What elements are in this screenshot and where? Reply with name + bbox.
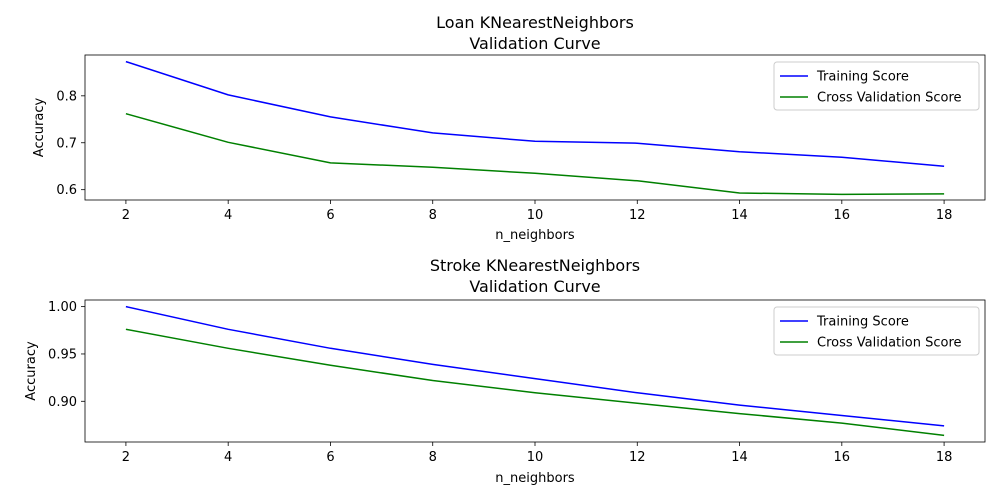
chart-1-ytick-label: 0.6 bbox=[56, 183, 77, 198]
chart-2-xtick-label: 14 bbox=[731, 450, 748, 465]
chart-1-ytick-label: 0.8 bbox=[56, 89, 77, 104]
chart-1-series-training-line bbox=[125, 60, 945, 167]
chart-2-xtick-label: 2 bbox=[122, 450, 130, 465]
chart-2-x-axis-label: n_neighbors bbox=[495, 471, 575, 486]
chart-1-xtick-label: 16 bbox=[834, 208, 851, 223]
chart-2-series-cross-validation-line bbox=[125, 328, 945, 437]
chart-2-xtick-label: 16 bbox=[834, 450, 851, 465]
chart-1-xtick-label: 6 bbox=[326, 208, 334, 223]
chart-2-legend-label-cross-validation: Cross Validation Score bbox=[817, 336, 962, 351]
chart-1-xtick-label: 2 bbox=[122, 208, 130, 223]
chart-2-xtick-label: 6 bbox=[326, 450, 334, 465]
chart-2-y-axis-label: Accuracy bbox=[24, 341, 39, 401]
chart-2-legend-label-training: Training Score bbox=[816, 315, 909, 330]
chart-1-xtick-label: 14 bbox=[731, 208, 748, 223]
chart-2-ytick-label: 0.90 bbox=[48, 395, 77, 410]
chart-2-subtitle: Validation Curve bbox=[469, 277, 600, 296]
chart-2-xtick-label: 8 bbox=[429, 450, 437, 465]
chart-2-xtick-label: 10 bbox=[527, 450, 544, 465]
chart-2-legend-box bbox=[773, 306, 980, 356]
chart-2-xtick-label: 4 bbox=[224, 450, 232, 465]
chart-1-y-axis-label: Accuracy bbox=[32, 98, 47, 158]
chart-1-xtick-label: 4 bbox=[224, 208, 232, 223]
chart-2-xtick-label: 12 bbox=[629, 450, 646, 465]
chart-1-ytick-label: 0.7 bbox=[56, 136, 77, 151]
chart-2-xtick-label: 18 bbox=[936, 450, 953, 465]
chart-1-legend-label-cross-validation: Cross Validation Score bbox=[817, 91, 962, 106]
chart-1-xtick-label: 12 bbox=[629, 208, 646, 223]
chart-1-legend-box bbox=[773, 61, 980, 111]
chart-2-series-training-line bbox=[125, 305, 945, 427]
chart-1-xtick-label: 8 bbox=[429, 208, 437, 223]
chart-1-xtick-label: 18 bbox=[936, 208, 953, 223]
chart-2-ytick-label: 0.95 bbox=[48, 347, 77, 362]
chart-1-legend-label-training: Training Score bbox=[816, 70, 909, 85]
chart-1-x-axis-label: n_neighbors bbox=[495, 228, 575, 243]
chart-2-title: Stroke KNearestNeighbors bbox=[430, 256, 640, 275]
chart-1-series-cross-validation-line bbox=[125, 112, 945, 196]
chart-1-title: Loan KNearestNeighbors bbox=[436, 13, 634, 32]
chart-1-subtitle: Validation Curve bbox=[469, 34, 600, 53]
chart-1-xtick-label: 10 bbox=[527, 208, 544, 223]
chart-2-ytick-label: 1.00 bbox=[48, 300, 77, 315]
